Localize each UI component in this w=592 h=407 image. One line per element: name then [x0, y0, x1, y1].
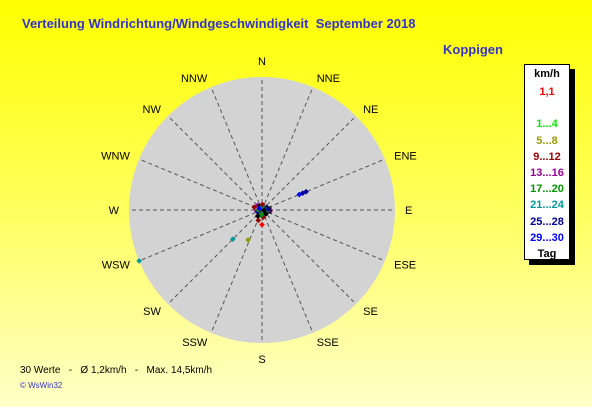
- data-point-2: [303, 188, 309, 195]
- direction-label-wnw: WNW: [101, 150, 130, 162]
- data-point-6: [259, 221, 265, 228]
- data-point-4: [229, 236, 236, 243]
- direction-label-ese: ESE: [394, 260, 416, 272]
- credit-text: © WsWin32: [20, 381, 63, 390]
- legend-item: 9...12: [533, 150, 561, 163]
- spoke-nne: [261, 86, 314, 211]
- spoke-sw: [167, 209, 263, 305]
- legend-item: 25...28: [530, 215, 564, 228]
- data-point-0: [136, 258, 142, 264]
- direction-spokes: [129, 77, 395, 343]
- data-point-28: [254, 213, 261, 219]
- spoke-ssw: [210, 209, 263, 334]
- spoke-ese: [261, 209, 386, 262]
- spoke-ene: [261, 158, 386, 211]
- data-point-23: [263, 211, 269, 217]
- direction-label-sw: SW: [143, 306, 161, 318]
- calm-marker: [264, 206, 272, 214]
- direction-label-wsw: WSW: [102, 260, 131, 272]
- legend-item: 17...20: [530, 183, 564, 196]
- direction-label-nne: NNE: [317, 73, 340, 85]
- legend-item: 13...16: [530, 167, 564, 179]
- direction-label-nnw: NNW: [181, 73, 208, 85]
- legend-item: 21...24: [530, 199, 564, 212]
- spoke-sse: [261, 209, 314, 334]
- direction-label-se: SE: [363, 306, 378, 318]
- direction-label-sse: SSE: [317, 337, 339, 349]
- spoke-ne: [261, 115, 357, 211]
- data-point-5: [245, 237, 251, 243]
- legend-item: 5...8: [536, 134, 558, 147]
- data-point-9: [251, 204, 258, 211]
- direction-label-nw: NW: [143, 104, 162, 116]
- stats-line: 30 Werte - Ø 1,2km/h - Max. 14,5km/h: [20, 365, 213, 376]
- direction-label-s: S: [258, 354, 265, 366]
- direction-label-n: N: [258, 56, 266, 68]
- direction-label-w: W: [109, 205, 120, 217]
- data-points: [136, 188, 309, 264]
- chart-title: Verteilung Windrichtung/Windgeschwindigk…: [22, 16, 416, 31]
- spoke-nnw: [210, 86, 263, 211]
- legend-item: 29...30: [530, 231, 564, 244]
- speed-legend: km/h 1,1 1...4 5...8 9...12 13...16 17...20 21…: [524, 64, 570, 260]
- direction-label-ssw: SSW: [182, 337, 208, 349]
- data-point-7: [255, 217, 262, 224]
- legend-item: 1,1: [539, 86, 555, 98]
- legend-title: km/h: [534, 68, 560, 80]
- direction-label-ene: ENE: [394, 150, 417, 162]
- legend-item: 1...4: [536, 118, 558, 131]
- legend-item: Tag: [537, 248, 557, 260]
- direction-label-ne: NE: [363, 104, 378, 116]
- spoke-nw: [167, 115, 263, 211]
- station-name: Koppigen: [443, 42, 503, 57]
- direction-labels: N NNE NE ENE E ESE SE SSE S SSW SW WSW W WNW NW NNW: [101, 56, 417, 366]
- data-point-3: [296, 191, 303, 198]
- spoke-se: [261, 209, 357, 305]
- spoke-wnw: [138, 158, 263, 211]
- data-point-29: [256, 205, 263, 212]
- data-point-26: [259, 201, 266, 208]
- direction-label-e: E: [405, 205, 412, 217]
- spoke-wsw: [138, 209, 263, 262]
